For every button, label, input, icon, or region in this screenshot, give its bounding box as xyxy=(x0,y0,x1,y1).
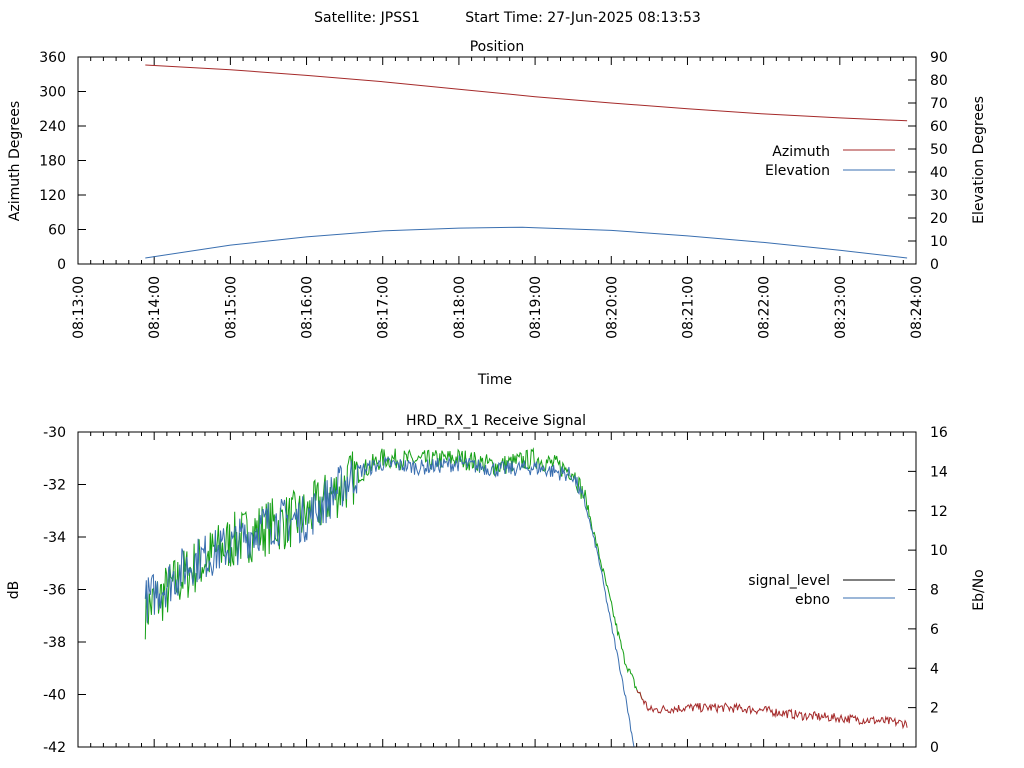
position-y2-tick-label: 20 xyxy=(930,211,948,227)
position-y-tick-label: 0 xyxy=(57,257,66,273)
position-y2-tick-label: 30 xyxy=(930,188,948,204)
signal-ylabel: dB xyxy=(6,581,22,600)
position-y2-tick-label: 40 xyxy=(930,165,948,181)
legend-signal-level-label: signal_level xyxy=(748,573,830,589)
position-x-tick-label: 08:16:00 xyxy=(300,276,316,339)
series-elevation-line xyxy=(145,226,908,259)
position-x-tick-label: 08:14:00 xyxy=(147,276,163,339)
signal-y2-tick-label: 6 xyxy=(930,622,939,638)
series-azimuth-line xyxy=(145,64,908,122)
position-y2-tick-label: 0 xyxy=(930,257,939,273)
satellite-label: Satellite: JPSS1 xyxy=(314,10,420,26)
position-y-tick-label: 360 xyxy=(39,50,66,66)
signal-chart: HRD_RX_1 Receive Signal -30-32-34-36-38-… xyxy=(6,413,987,756)
position-x-tick-label: 08:22:00 xyxy=(757,276,773,339)
start-time-label: Start Time: 27-Jun-2025 08:13:53 xyxy=(465,10,701,26)
position-y2-ticks: 0 10 20 30 40 50 60 70 80 90 xyxy=(908,50,948,273)
signal-title: HRD_RX_1 Receive Signal xyxy=(406,413,586,429)
position-y-tick-label: 240 xyxy=(39,119,66,135)
series-signal-level-line-high xyxy=(144,447,644,701)
position-y-ticks: 0 60 120 180 240 300 360 xyxy=(39,50,86,273)
signal-y2-tick-label: 10 xyxy=(930,543,948,559)
position-x-tick-label: 08:23:00 xyxy=(833,276,849,339)
position-series xyxy=(145,64,908,259)
position-x-ticks: 08:13:00 08:14:00 08:15:00 08:16:00 08:17:00… xyxy=(71,57,925,339)
signal-y2-tick-label: 2 xyxy=(930,701,939,717)
position-legend: Azimuth Elevation xyxy=(765,144,895,179)
position-x-tick-label: 08:20:00 xyxy=(604,276,620,339)
signal-y-tick-label: -42 xyxy=(43,740,66,756)
position-x-tick-label: 08:18:00 xyxy=(452,276,468,339)
signal-x-ticks xyxy=(77,432,917,747)
position-y-tick-label: 300 xyxy=(39,85,66,101)
signal-y-tick-label: -40 xyxy=(43,688,66,704)
position-y2label: Elevation Degrees xyxy=(971,96,987,224)
legend-azimuth-label: Azimuth xyxy=(772,144,830,160)
signal-y2-tick-label: 4 xyxy=(930,661,939,677)
signal-y2-ticks: 0 2 4 6 8 10 12 14 16 xyxy=(908,425,948,756)
legend-elevation-label: Elevation xyxy=(765,163,830,179)
signal-plot-frame xyxy=(77,431,917,748)
position-title: Position xyxy=(470,39,525,55)
signal-legend: signal_level ebno xyxy=(748,573,895,608)
position-y2-tick-label: 50 xyxy=(930,142,948,158)
signal-y2-tick-label: 12 xyxy=(930,504,948,520)
position-y2-tick-label: 60 xyxy=(930,119,948,135)
position-x-tick-label: 08:13:00 xyxy=(71,276,87,339)
signal-y-tick-label: -32 xyxy=(43,478,66,494)
position-x-tick-label: 08:17:00 xyxy=(376,276,392,339)
signal-y2-tick-label: 0 xyxy=(930,740,939,756)
position-x-tick-label: 08:24:00 xyxy=(909,276,925,339)
series-ebno-line xyxy=(144,455,635,747)
signal-series xyxy=(144,447,908,747)
signal-y2-tick-label: 16 xyxy=(930,425,948,441)
position-y2-tick-label: 70 xyxy=(930,96,948,112)
position-y2-tick-label: 80 xyxy=(930,73,948,89)
position-x-tick-label: 08:19:00 xyxy=(528,276,544,339)
position-y2-tick-label: 10 xyxy=(930,234,948,250)
signal-y2-tick-label: 8 xyxy=(930,583,939,599)
position-chart: Position 08:13:00 08:14:00 08:15:00 08:16:0… xyxy=(7,39,987,388)
position-ylabel: Azimuth Degrees xyxy=(7,101,23,221)
series-signal-level-line-low xyxy=(636,689,908,730)
legend-ebno-label: ebno xyxy=(795,592,830,608)
signal-y-tick-label: -38 xyxy=(43,635,66,651)
position-y-tick-label: 180 xyxy=(39,154,66,170)
position-xlabel: Time xyxy=(477,372,512,388)
signal-y-tick-label: -30 xyxy=(43,425,66,441)
signal-y2label: Eb/No xyxy=(971,569,987,611)
position-y-tick-label: 60 xyxy=(48,223,66,239)
signal-y-tick-label: -36 xyxy=(43,583,66,599)
signal-y-tick-label: -34 xyxy=(43,530,66,546)
signal-y2-tick-label: 14 xyxy=(930,464,948,480)
position-y-tick-label: 120 xyxy=(39,188,66,204)
position-y2-tick-label: 90 xyxy=(930,50,948,66)
signal-y-ticks: -30 -32 -34 -36 -38 -40 -42 xyxy=(43,425,86,756)
position-x-tick-label: 08:15:00 xyxy=(223,276,239,339)
position-plot-frame xyxy=(77,56,917,265)
position-x-tick-label: 08:21:00 xyxy=(680,276,696,339)
